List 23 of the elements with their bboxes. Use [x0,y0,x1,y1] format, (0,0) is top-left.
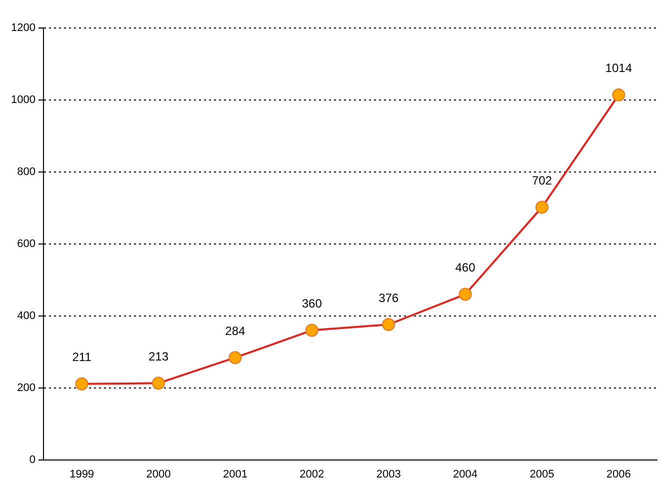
y-tick-label: 1000 [10,94,36,106]
x-tick-label: 2006 [606,468,631,480]
y-tick-label: 600 [17,238,36,250]
y-tick-label: 200 [17,382,36,394]
y-tick-label: 0 [29,454,36,466]
x-tick-label: 1999 [70,468,94,480]
data-label: 211 [72,350,92,364]
x-tick-label: 2005 [530,468,554,480]
y-tick-label: 1200 [10,22,36,34]
data-label: 460 [455,260,476,275]
y-tick-label: 400 [17,310,36,322]
data-label: 284 [225,324,246,338]
data-label: 213 [148,349,169,364]
x-tick-label: 2002 [300,468,324,480]
data-label: 360 [302,296,322,311]
data-label: 376 [378,290,399,305]
x-tick-label: 2001 [222,468,248,480]
y-tick-label: 800 [17,166,36,178]
data-label: 702 [532,174,552,188]
x-tick-label: 2004 [453,468,478,480]
data-label: 1014 [605,61,632,76]
x-tick-label: 2000 [146,468,171,480]
x-tick-label: 2003 [376,468,401,480]
